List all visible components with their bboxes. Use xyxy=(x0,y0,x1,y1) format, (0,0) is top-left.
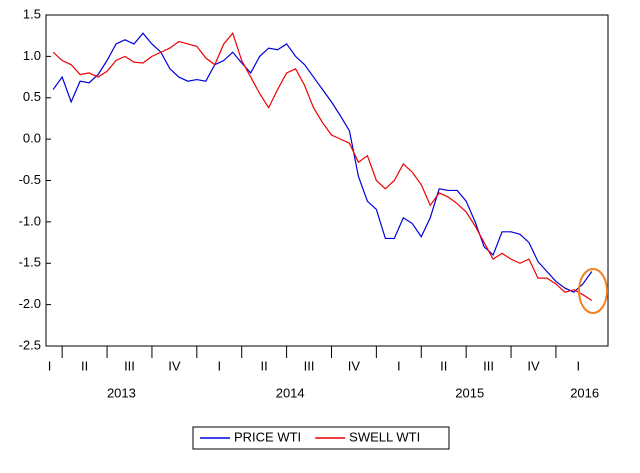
y-tick-label: -1.5 xyxy=(19,255,41,270)
highlight-ellipse xyxy=(578,268,608,314)
y-tick-label: -2.5 xyxy=(19,337,41,352)
legend-label: PRICE WTI xyxy=(234,429,301,444)
year-label: 2015 xyxy=(455,385,484,400)
y-tick-label: 0.0 xyxy=(23,131,41,146)
quarter-label: II xyxy=(81,358,88,373)
y-tick-label: 1.0 xyxy=(23,48,41,63)
quarter-label: IV xyxy=(168,358,181,373)
quarter-label: III xyxy=(124,358,135,373)
quarter-label: I xyxy=(397,358,401,373)
quarter-label: I xyxy=(217,358,221,373)
y-tick-label: -0.5 xyxy=(19,172,41,187)
plot-frame xyxy=(45,14,609,347)
y-tick-label: 1.5 xyxy=(23,6,41,21)
y-tick-label: -1.0 xyxy=(19,213,41,228)
year-label: 2014 xyxy=(276,385,305,400)
y-tick-label: -2.0 xyxy=(19,296,41,311)
year-label: 2016 xyxy=(570,385,599,400)
quarter-label: II xyxy=(261,358,268,373)
line-series xyxy=(52,31,593,301)
quarter-label: II xyxy=(440,358,447,373)
quarter-label: III xyxy=(304,358,315,373)
quarter-label: IV xyxy=(527,358,540,373)
quarter-label: I xyxy=(48,358,52,373)
y-tick-label: 0.5 xyxy=(23,89,41,104)
legend-label: SWELL WTI xyxy=(349,429,420,444)
year-label: 2013 xyxy=(107,385,136,400)
quarter-label: III xyxy=(483,358,494,373)
quarter-label: IV xyxy=(348,358,361,373)
quarter-label: I xyxy=(577,358,581,373)
line-series xyxy=(52,32,593,293)
